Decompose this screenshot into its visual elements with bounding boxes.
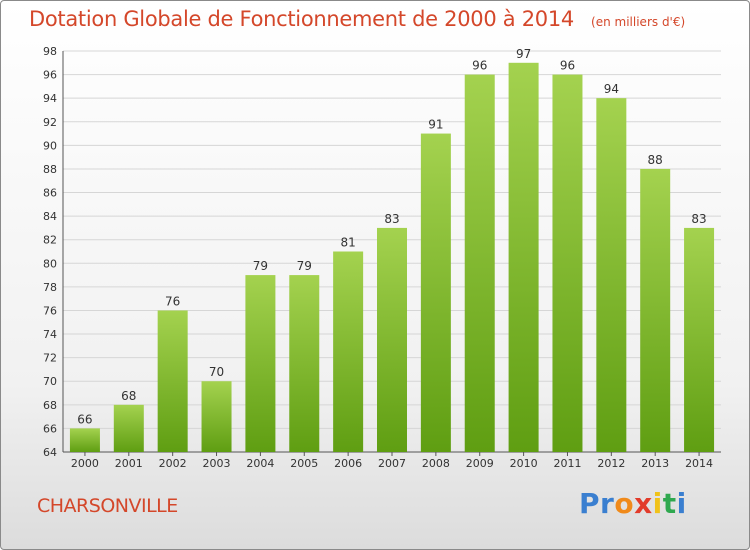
bar	[289, 275, 320, 452]
x-tick-label: 2001	[115, 457, 143, 470]
data-label: 94	[604, 82, 619, 96]
data-label: 97	[516, 47, 531, 61]
data-label: 83	[384, 212, 399, 226]
proxiti-logo: Proxiti	[579, 487, 687, 520]
bar	[245, 275, 276, 452]
y-tick-label: 72	[43, 352, 57, 365]
y-tick-label: 86	[43, 187, 57, 200]
y-tick-label: 76	[43, 304, 57, 317]
logo-letter: i	[652, 487, 663, 520]
bar	[420, 133, 451, 452]
bar	[552, 74, 583, 453]
x-tick-label: 2004	[246, 457, 274, 470]
x-tick-label: 2003	[203, 457, 231, 470]
data-label: 79	[297, 259, 312, 273]
x-tick-label: 2000	[71, 457, 99, 470]
y-tick-label: 66	[43, 422, 57, 435]
logo-letter: t	[662, 487, 677, 520]
bar	[113, 404, 144, 452]
commune-name: CHARSONVILLE	[37, 495, 178, 517]
y-tick-label: 78	[43, 281, 57, 294]
bar	[640, 168, 671, 453]
data-label: 70	[209, 365, 224, 379]
x-tick-label: 2012	[597, 457, 625, 470]
bar	[69, 428, 100, 452]
bar	[464, 74, 495, 453]
x-tick-label: 2007	[378, 457, 406, 470]
bar	[596, 98, 627, 453]
x-tick-label: 2002	[159, 457, 187, 470]
y-tick-label: 70	[43, 375, 57, 388]
y-tick-label: 68	[43, 399, 57, 412]
data-label: 68	[121, 389, 136, 403]
y-tick-label: 88	[43, 163, 57, 176]
x-tick-label: 2009	[466, 457, 494, 470]
chart-subtitle: (en milliers d'€)	[591, 15, 686, 29]
data-label: 79	[253, 259, 268, 273]
x-tick-label: 2011	[553, 457, 581, 470]
logo-letter: i	[676, 487, 687, 520]
y-tick-label: 80	[43, 257, 57, 270]
chart-title: Dotation Globale de Fonctionnement de 20…	[29, 7, 574, 31]
data-label: 66	[77, 412, 92, 426]
x-tick-label: 2010	[510, 457, 538, 470]
logo-letter: P	[579, 487, 601, 520]
title-row: Dotation Globale de Fonctionnement de 20…	[29, 7, 685, 31]
bar	[157, 310, 188, 452]
x-tick-label: 2013	[641, 457, 669, 470]
logo-letter: r	[600, 487, 615, 520]
logo-letter: o	[614, 487, 635, 520]
y-tick-label: 82	[43, 234, 57, 247]
y-tick-label: 84	[43, 210, 57, 223]
data-label: 76	[165, 294, 180, 308]
bar	[201, 381, 232, 452]
data-label: 81	[340, 236, 355, 250]
data-label: 96	[472, 59, 487, 73]
bar	[333, 251, 364, 452]
y-tick-label: 74	[43, 328, 57, 341]
x-tick-label: 2005	[290, 457, 318, 470]
bar	[377, 227, 407, 452]
data-label: 83	[691, 212, 706, 226]
y-tick-label: 96	[43, 69, 57, 82]
y-tick-label: 64	[43, 446, 57, 459]
data-label: 91	[428, 118, 443, 132]
y-tick-label: 98	[43, 45, 57, 58]
data-label: 96	[560, 59, 575, 73]
x-tick-label: 2008	[422, 457, 450, 470]
y-tick-label: 92	[43, 116, 57, 129]
x-tick-label: 2006	[334, 457, 362, 470]
data-label: 88	[648, 153, 663, 167]
x-tick-label: 2014	[685, 457, 713, 470]
bar	[684, 227, 715, 452]
y-tick-label: 94	[43, 92, 57, 105]
y-tick-label: 90	[43, 139, 57, 152]
bar	[508, 62, 539, 452]
logo-letter: x	[634, 487, 653, 520]
